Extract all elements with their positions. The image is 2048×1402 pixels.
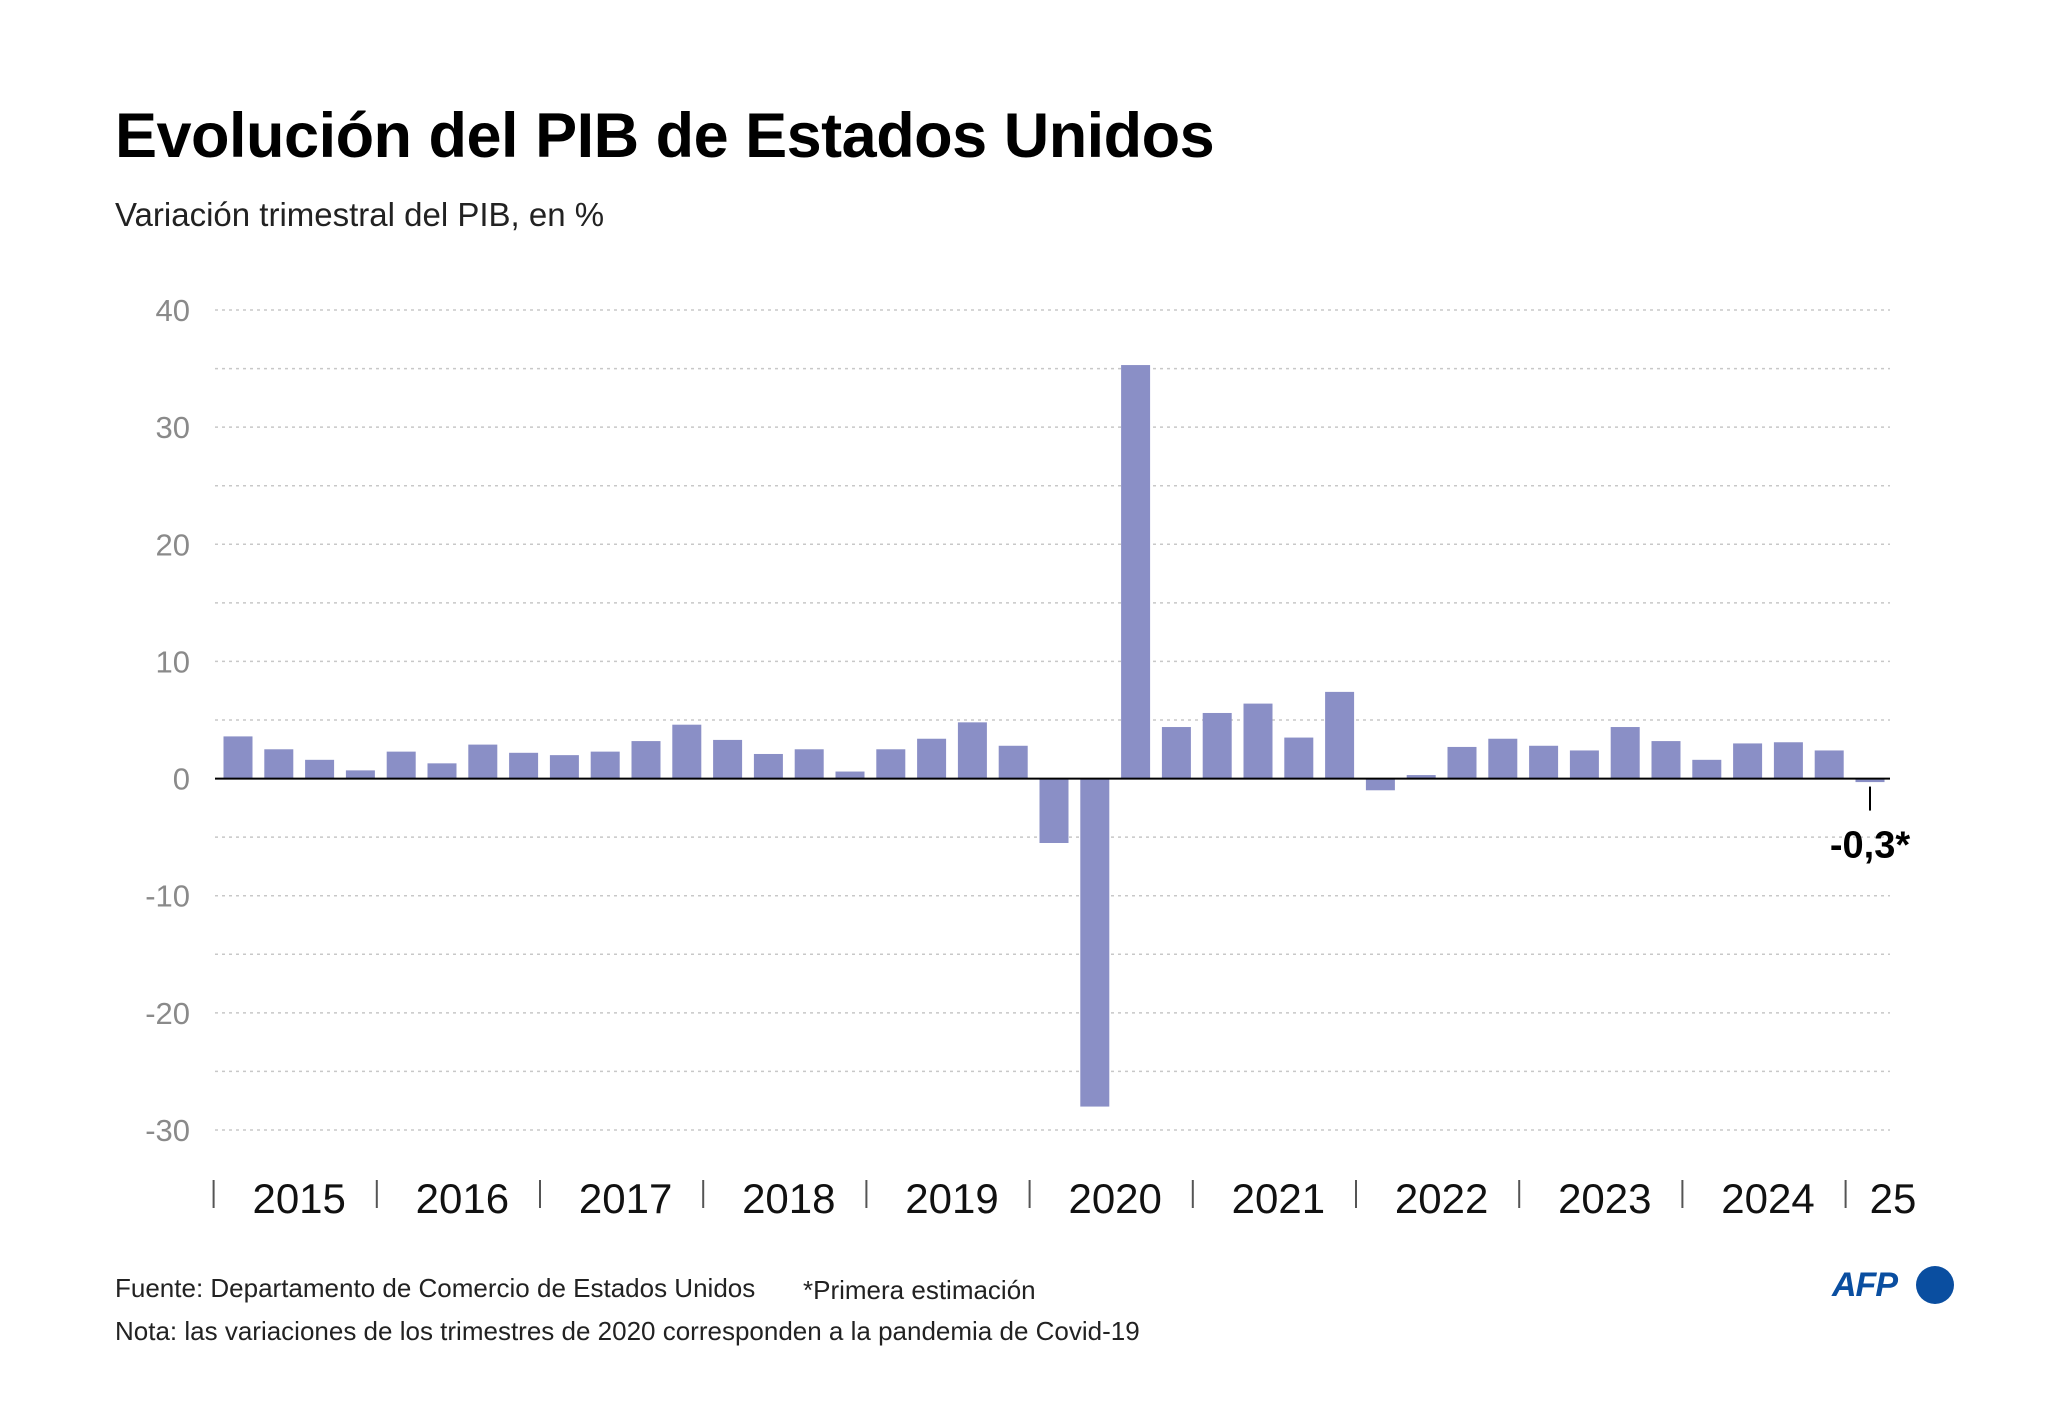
year-label-25: 25	[1870, 1175, 1917, 1222]
chart-title: Evolución del PIB de Estados Unidos	[115, 101, 1215, 171]
source-note: Fuente: Departamento de Comercio de Esta…	[115, 1273, 756, 1303]
bar-2018-Q2	[753, 753, 783, 779]
year-label-2018: 2018	[742, 1175, 835, 1222]
bar-2017-Q2	[590, 751, 620, 779]
bar-2021-Q2	[1243, 703, 1273, 779]
bar-2022-Q1	[1365, 778, 1395, 791]
bar-2022-Q3	[1447, 746, 1477, 779]
year-label-2019: 2019	[905, 1175, 998, 1222]
bar-2023-Q4	[1651, 741, 1681, 779]
chart-subtitle: Variación trimestral del PIB, en %	[115, 196, 605, 233]
annotations: -0,3*	[1830, 786, 1910, 867]
bar-2020-Q1	[1039, 778, 1069, 843]
bar-2016-Q1	[386, 751, 416, 779]
bar-2019-Q1	[876, 749, 906, 779]
x-axis-years: 2015 2016 2017 2018 2019 2020 2021 2022 2023 2024…	[212, 1175, 1917, 1222]
y-tick-label: 20	[156, 527, 190, 562]
grid-lines	[215, 309, 1890, 1131]
bar-2024-Q4	[1814, 750, 1844, 779]
y-tick-label: -10	[145, 879, 190, 914]
bar-2017-Q3	[631, 741, 661, 779]
estimate-note: *Primera estimación	[803, 1275, 1036, 1305]
bar-2015-Q3	[305, 759, 335, 779]
bar-2016-Q2	[427, 763, 457, 779]
bar-2021-Q3	[1284, 737, 1314, 779]
bar-2023-Q1	[1529, 745, 1559, 779]
bar-2015-Q2	[264, 749, 294, 779]
year-label-2021: 2021	[1232, 1175, 1325, 1222]
bar-2015-Q1	[223, 736, 253, 779]
year-label-2022: 2022	[1395, 1175, 1488, 1222]
bar-2024-Q1	[1692, 759, 1722, 779]
year-label-2015: 2015	[252, 1175, 345, 1222]
bar-2023-Q3	[1610, 727, 1640, 779]
afp-logo-icon	[1916, 1266, 1954, 1304]
bar-2019-Q3	[957, 722, 987, 779]
year-label-2023: 2023	[1558, 1175, 1651, 1222]
bar-2021-Q1	[1202, 712, 1232, 779]
bar-2016-Q3	[468, 744, 498, 779]
bar-2017-Q4	[672, 724, 702, 779]
year-label-2020: 2020	[1068, 1175, 1161, 1222]
y-axis-ticks: 40 30 20 10 0 -10 -20 -30	[145, 293, 190, 1148]
bar-2021-Q4	[1325, 691, 1355, 779]
y-tick-label: -20	[145, 996, 190, 1031]
y-tick-label: -30	[145, 1113, 190, 1148]
bar-2018-Q4	[835, 771, 865, 779]
y-tick-label: 30	[156, 410, 190, 445]
year-label-2017: 2017	[579, 1175, 672, 1222]
afp-logo-text: AFP	[1832, 1266, 1898, 1304]
y-tick-label: 0	[173, 762, 190, 797]
bars	[223, 365, 1885, 1107]
bar-2019-Q2	[917, 738, 947, 779]
bar-2018-Q3	[794, 749, 824, 779]
bar-2025-Q1	[1855, 778, 1885, 783]
y-tick-label: 10	[156, 644, 190, 679]
y-tick-label: 40	[156, 293, 190, 328]
year-label-2016: 2016	[416, 1175, 509, 1222]
annotation-label: -0,3*	[1830, 825, 1910, 867]
bar-2020-Q3	[1121, 365, 1151, 779]
bar-2024-Q3	[1773, 742, 1803, 779]
bar-2022-Q2	[1406, 775, 1436, 779]
pandemic-note: Nota: las variaciones de los trimestres …	[115, 1316, 1140, 1346]
bar-2018-Q1	[713, 739, 743, 779]
bar-2023-Q2	[1569, 750, 1599, 779]
bar-2020-Q2	[1080, 778, 1110, 1107]
bar-2024-Q2	[1733, 743, 1763, 779]
bar-2017-Q1	[549, 755, 579, 779]
bar-2022-Q4	[1488, 738, 1518, 779]
bar-2016-Q4	[509, 752, 539, 779]
bar-2020-Q4	[1161, 727, 1191, 779]
bar-2015-Q4	[345, 770, 375, 779]
bar-2019-Q4	[998, 745, 1028, 779]
year-label-2024: 2024	[1721, 1175, 1814, 1222]
